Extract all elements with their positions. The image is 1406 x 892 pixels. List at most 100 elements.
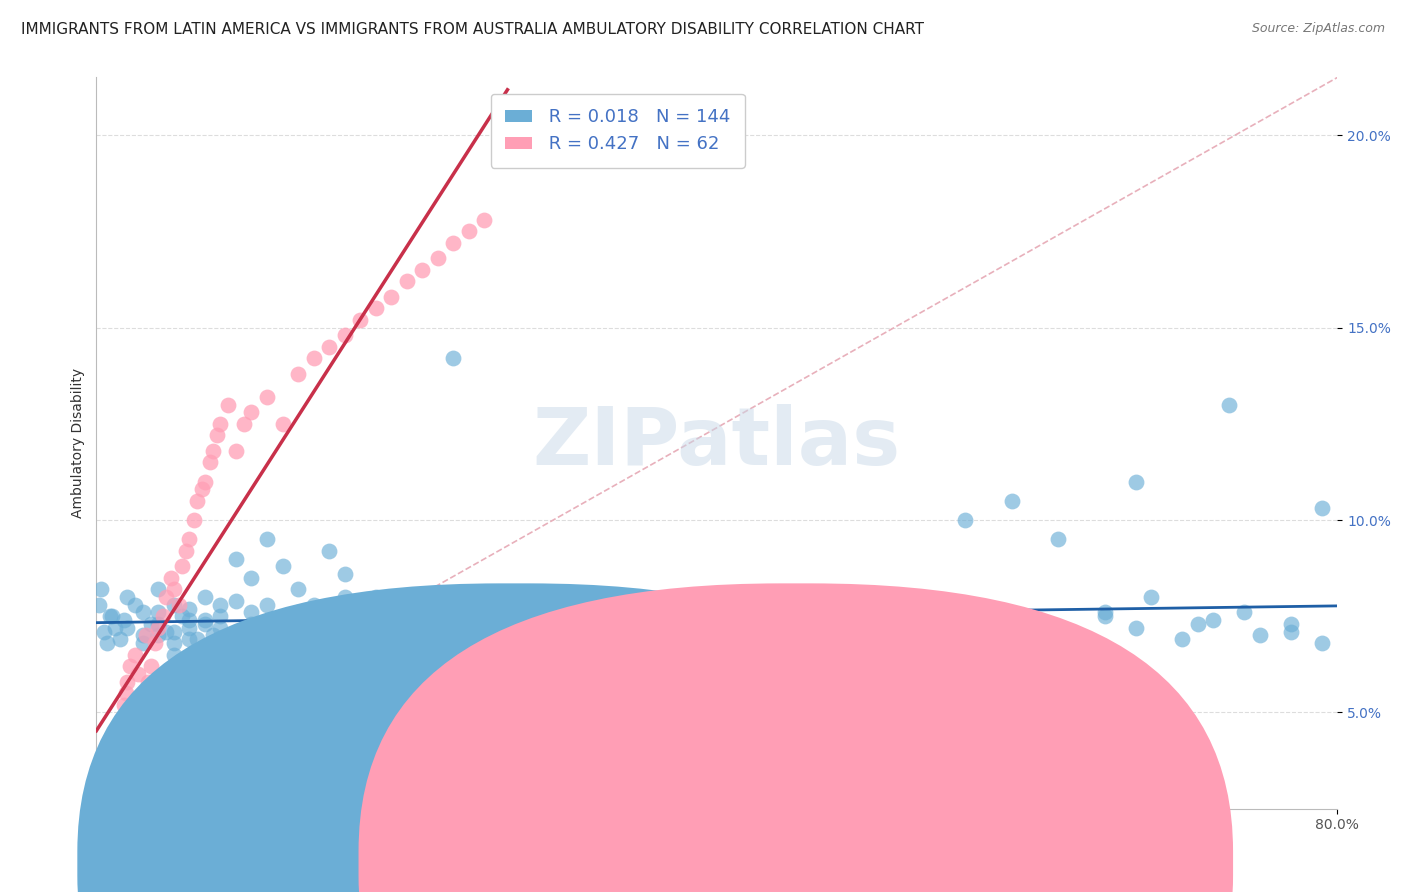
Point [318,544,340,558]
Point [163,636,186,650]
Point [598,648,620,662]
Point [737,613,759,627]
Point [101,609,124,624]
Point [163,598,186,612]
Point [860,606,883,620]
Point [143,636,166,650]
Point [1001,493,1024,508]
Point [132,628,155,642]
Point [132,686,155,700]
Point [240,405,263,419]
Point [240,636,263,650]
Point [441,351,464,366]
Point [536,628,558,642]
Point [170,559,193,574]
Point [1063,636,1085,650]
Point [364,301,387,316]
Point [271,417,294,431]
Point [90,782,112,797]
Point [1017,636,1039,650]
Point [1218,398,1240,412]
Point [179,621,201,635]
Point [441,235,464,250]
Point [503,632,526,647]
Point [1279,624,1302,639]
Point [598,636,620,650]
Point [148,628,170,642]
Point [644,656,666,670]
Point [108,632,131,647]
Point [364,632,387,647]
Point [426,252,449,266]
Point [256,390,278,404]
Point [830,667,852,681]
Point [209,621,232,635]
Point [97,774,120,789]
Point [132,636,155,650]
Point [128,713,150,727]
Point [472,212,495,227]
Point [426,636,449,650]
Point [457,636,479,650]
Point [194,590,217,604]
Point [503,667,526,681]
Point [1125,621,1147,635]
Point [302,598,325,612]
Point [1310,501,1333,516]
Point [395,609,418,624]
Point [89,598,111,612]
Point [426,628,449,642]
Point [1171,632,1194,647]
Point [179,533,201,547]
Point [721,698,744,712]
Point [1140,590,1163,604]
Point [225,628,247,642]
Point [136,674,159,689]
Point [96,636,118,650]
Point [209,609,232,624]
Point [163,624,186,639]
Point [167,598,190,612]
Point [380,609,402,624]
Point [891,632,914,647]
Point [98,763,121,777]
Point [225,551,247,566]
Point [488,621,510,635]
Point [163,648,186,662]
Point [380,621,402,635]
Point [194,475,217,489]
Point [240,571,263,585]
Point [155,624,177,639]
Point [690,674,713,689]
Point [148,616,170,631]
Point [271,632,294,647]
Point [318,340,340,354]
Point [628,624,651,639]
Point [90,582,112,597]
Point [98,609,121,624]
Point [155,590,177,604]
Point [194,644,217,658]
Point [1094,606,1116,620]
Point [121,713,143,727]
Point [117,621,139,635]
Point [411,263,433,277]
Point [124,598,146,612]
Point [194,616,217,631]
Point [768,636,790,650]
Point [176,544,198,558]
Point [201,443,224,458]
Point [706,598,728,612]
Point [94,790,117,805]
Point [613,606,636,620]
Point [142,686,165,700]
Point [938,616,960,631]
Point [737,628,759,642]
Point [179,613,201,627]
Point [287,616,309,631]
Point [333,606,356,620]
Point [380,290,402,304]
Point [139,659,162,673]
Point [93,624,115,639]
Point [127,667,149,681]
